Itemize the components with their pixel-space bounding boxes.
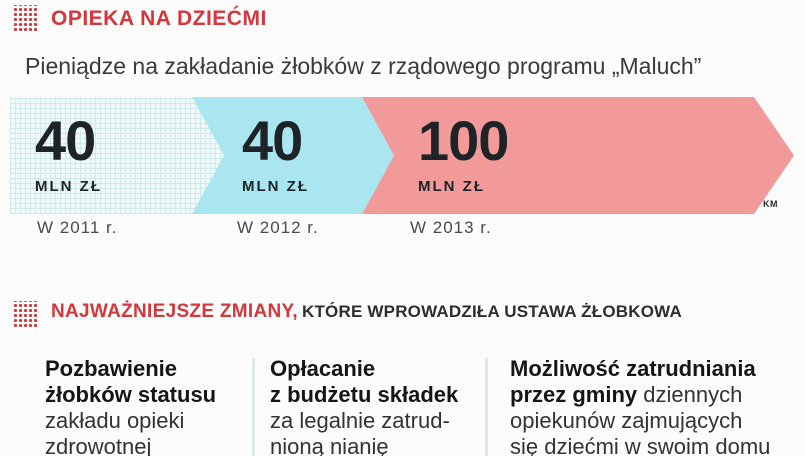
- chart-subtitle: Pieniądze na zakładanie żłobków z rządow…: [25, 53, 702, 79]
- section1-header: OPIEKA NA DZIEĆMI: [12, 5, 267, 32]
- section2-title-rest: KTÓRE WPROWADZIŁA USTAWA ŻŁOBKOWA: [302, 302, 682, 321]
- funding-unit-2013: MLN ZŁ: [418, 178, 485, 195]
- change-item-1-text: zakładu opieki zdrowotnej: [45, 408, 185, 456]
- section2-title-red: NAJWAŻNIEJSZE ZMIANY,: [51, 301, 298, 322]
- section2-header: NAJWAŻNIEJSZE ZMIANY, KTÓRE WPROWADZIŁA …: [12, 301, 682, 328]
- change-item-3-text: dziennych opiekunów zajmujących się dzie…: [510, 382, 771, 456]
- funding-value-2013: 100: [418, 109, 509, 172]
- red-dot-grid-icon: [12, 5, 39, 32]
- author-credit: KM: [763, 199, 778, 209]
- funding-segment-2013: 100 MLN ZŁ: [362, 97, 794, 214]
- column-divider-2: [485, 358, 488, 456]
- funding-unit-2011: MLN ZŁ: [35, 178, 102, 195]
- column-divider-1: [252, 358, 255, 456]
- funding-value-2012: 40: [242, 109, 303, 172]
- year-label-2013: W 2013 r.: [410, 218, 492, 237]
- change-item-1: Pozbawienie żłobków statusu zakładu opie…: [45, 356, 250, 456]
- change-item-2-text: za legalnie zatrud- nioną nianię: [270, 408, 450, 456]
- funding-arrow-band: 40 MLN ZŁ 40 MLN ZŁ 100 MLN ZŁ: [10, 97, 800, 214]
- funding-segment-2011: 40 MLN ZŁ: [10, 97, 224, 214]
- change-item-2-lead: Opłacanie z budżetu składek: [270, 356, 459, 407]
- red-dot-grid-icon: [12, 301, 39, 328]
- year-label-2012: W 2012 r.: [237, 218, 319, 237]
- change-item-3-lead: Możliwość zatrudniania przez gminy: [510, 356, 756, 407]
- funding-value-2011: 40: [35, 109, 96, 172]
- change-item-1-lead: Pozbawienie żłobków statusu: [45, 356, 217, 407]
- change-item-2: Opłacanie z budżetu składek za legalnie …: [270, 356, 485, 456]
- section1-title: OPIEKA NA DZIEĆMI: [51, 6, 267, 30]
- change-item-3: Możliwość zatrudniania przez gminy dzien…: [510, 356, 798, 456]
- funding-unit-2012: MLN ZŁ: [242, 178, 309, 195]
- year-label-2011: W 2011 r.: [37, 218, 118, 237]
- funding-segment-2012: 40 MLN ZŁ: [192, 97, 394, 214]
